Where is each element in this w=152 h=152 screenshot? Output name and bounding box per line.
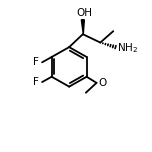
Text: OH: OH (76, 8, 92, 18)
Text: O: O (99, 78, 107, 88)
Text: F: F (33, 57, 39, 67)
Polygon shape (81, 20, 84, 34)
Text: F: F (33, 77, 39, 87)
Text: NH$_2$: NH$_2$ (117, 41, 138, 55)
